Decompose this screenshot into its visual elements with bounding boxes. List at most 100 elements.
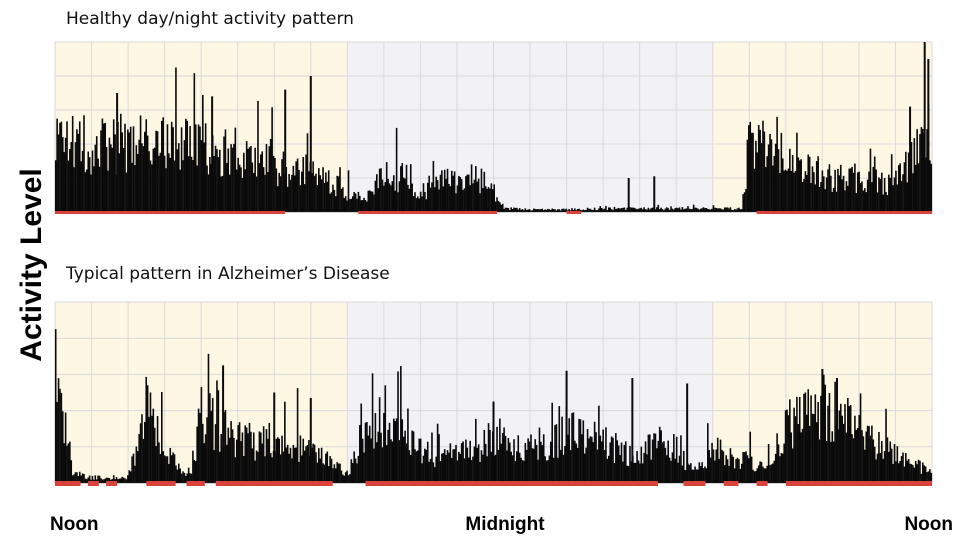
activity-bar bbox=[349, 474, 351, 483]
activity-bar bbox=[725, 207, 727, 212]
activity-bar bbox=[610, 209, 613, 212]
activity-bar bbox=[641, 209, 644, 212]
activity-bar bbox=[100, 130, 102, 212]
activity-bar bbox=[361, 438, 364, 483]
activity-bar bbox=[162, 451, 165, 483]
activity-bar bbox=[216, 380, 218, 483]
activity-bar bbox=[882, 194, 884, 212]
activity-bar bbox=[586, 429, 589, 483]
activity-bar bbox=[429, 458, 432, 483]
activity-bar bbox=[535, 209, 538, 212]
activity-bar bbox=[733, 209, 736, 212]
activity-bar bbox=[244, 169, 247, 212]
activity-bar bbox=[226, 162, 228, 212]
activity-bar bbox=[187, 156, 190, 212]
activity-bar bbox=[673, 434, 675, 483]
rest-segment bbox=[756, 211, 932, 214]
activity-bar bbox=[298, 169, 300, 212]
activity-bar bbox=[436, 180, 439, 212]
activity-bar bbox=[204, 434, 207, 483]
activity-bar bbox=[806, 174, 808, 212]
activity-bar bbox=[197, 124, 200, 212]
activity-bar bbox=[756, 152, 759, 212]
activity-bar bbox=[773, 155, 776, 212]
activity-bar bbox=[791, 448, 794, 483]
activity-bar bbox=[129, 471, 132, 483]
activity-bar bbox=[176, 149, 179, 212]
activity-bar bbox=[804, 171, 807, 212]
activity-bar bbox=[530, 434, 532, 483]
activity-bar bbox=[784, 410, 787, 483]
activity-bar bbox=[155, 130, 157, 212]
activity-bar bbox=[677, 462, 679, 483]
activity-bar bbox=[603, 208, 606, 212]
activity-bar bbox=[808, 425, 811, 483]
activity-bar bbox=[499, 418, 501, 483]
activity-bar bbox=[668, 209, 671, 212]
activity-bar bbox=[433, 187, 436, 212]
activity-bar bbox=[388, 422, 391, 483]
activity-bar bbox=[466, 174, 469, 212]
activity-bar bbox=[811, 166, 814, 212]
activity-bar bbox=[325, 453, 327, 483]
activity-bar bbox=[158, 155, 160, 212]
activity-bar bbox=[541, 445, 544, 483]
activity-bar bbox=[769, 465, 771, 483]
activity-bar bbox=[797, 424, 800, 483]
activity-bar bbox=[467, 174, 470, 212]
rest-segment bbox=[365, 481, 658, 486]
activity-bar bbox=[476, 181, 479, 212]
activity-bar bbox=[493, 184, 496, 212]
activity-bar bbox=[521, 460, 524, 483]
activity-bar bbox=[450, 170, 453, 212]
activity-bar bbox=[883, 178, 886, 212]
activity-bar bbox=[566, 434, 569, 483]
activity-bar bbox=[206, 165, 208, 212]
activity-bar bbox=[834, 381, 836, 483]
activity-bar bbox=[715, 449, 718, 483]
activity-bar bbox=[125, 479, 128, 483]
activity-bar bbox=[848, 168, 851, 212]
activity-bar bbox=[783, 443, 785, 483]
activity-bar bbox=[477, 444, 480, 483]
activity-bar bbox=[513, 439, 515, 483]
activity-bar bbox=[209, 156, 211, 212]
activity-bar bbox=[194, 461, 197, 483]
activity-bar bbox=[886, 195, 889, 212]
activity-bar bbox=[327, 466, 330, 483]
activity-bar bbox=[442, 453, 445, 483]
activity-bar bbox=[312, 161, 314, 212]
activity-bar bbox=[293, 175, 296, 212]
activity-bar bbox=[504, 207, 507, 212]
activity-bar bbox=[916, 129, 918, 212]
activity-bar bbox=[716, 208, 719, 212]
panel-title: Typical pattern in Alzheimer’s Disease bbox=[65, 264, 390, 284]
rest-segment bbox=[683, 481, 706, 486]
activity-bar bbox=[473, 179, 476, 212]
activity-bar bbox=[418, 198, 421, 212]
activity-bar bbox=[525, 449, 528, 483]
activity-bar bbox=[821, 170, 824, 212]
activity-bar bbox=[575, 443, 578, 483]
activity-bar bbox=[593, 207, 596, 212]
activity-bar bbox=[691, 469, 694, 483]
activity-bar bbox=[153, 427, 156, 483]
activity-bar bbox=[274, 157, 276, 212]
activity-bar bbox=[370, 191, 372, 212]
activity-bar bbox=[702, 207, 705, 212]
activity-bar bbox=[753, 471, 756, 483]
activity-bar bbox=[144, 131, 146, 212]
activity-bar bbox=[581, 434, 583, 483]
activity-bar bbox=[800, 432, 802, 483]
activity-bar bbox=[605, 205, 607, 212]
activity-bar bbox=[243, 456, 245, 483]
activity-bar bbox=[285, 447, 288, 483]
activity-bar bbox=[849, 168, 852, 212]
activity-bar bbox=[681, 207, 684, 212]
activity-bar bbox=[390, 185, 392, 212]
panel-title: Healthy day/night activity pattern bbox=[66, 9, 354, 29]
activity-bar bbox=[825, 177, 828, 212]
activity-bar bbox=[299, 185, 302, 212]
activity-bar bbox=[281, 435, 283, 483]
activity-bar bbox=[790, 170, 793, 212]
